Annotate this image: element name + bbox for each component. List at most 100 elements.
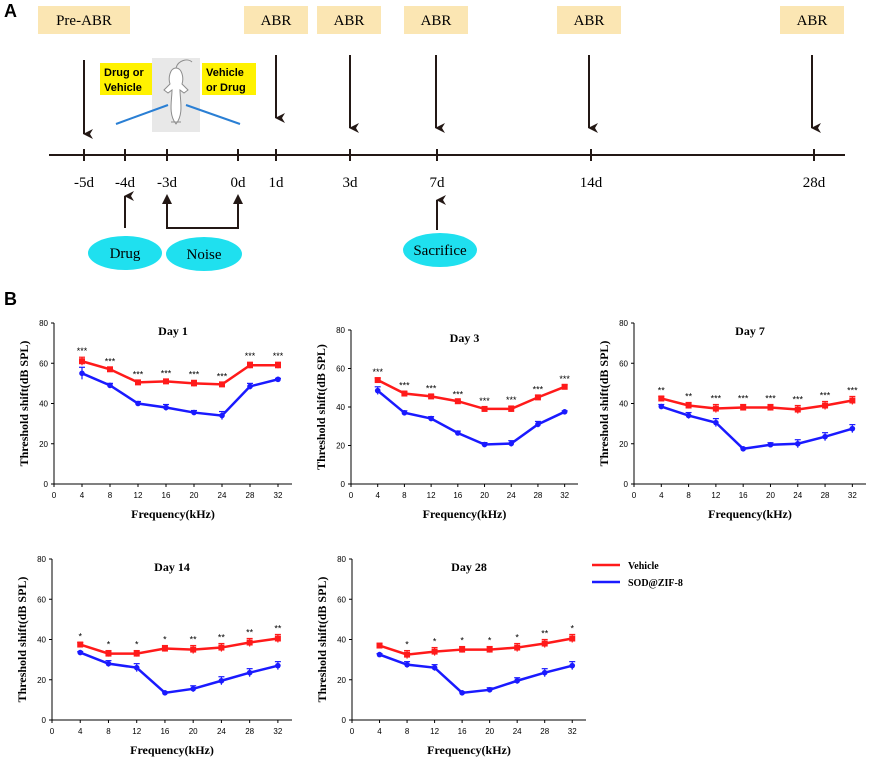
- chart-1-xtick-label: 20: [480, 491, 489, 500]
- chart-0-ylabel: Threshold shift(dB SPL): [17, 341, 31, 467]
- chart-4-ytick-label: 20: [337, 676, 346, 685]
- legend: Vehicle SOD@ZIF-8: [592, 561, 683, 589]
- chart-0-vehicle-point: [163, 378, 169, 385]
- chart-2-significance: **: [658, 385, 666, 395]
- chart-3-xtick-label: 8: [106, 727, 111, 736]
- abr-box-7d-bg: [404, 6, 468, 34]
- chart-4-vehicle-point: [404, 651, 411, 658]
- chart-4-ytick-label: 60: [337, 595, 346, 604]
- chart-0-vehicle-point: [191, 380, 197, 387]
- chart-2-ytick-label: 60: [619, 359, 628, 368]
- chart-0-significance: ***: [245, 351, 256, 361]
- mouse-body: [163, 67, 189, 125]
- timeline-label-0: -5d: [74, 175, 94, 191]
- chart-1-significance: ***: [426, 383, 437, 393]
- chart-3-significance: *: [163, 635, 167, 645]
- chart-0-significance: ***: [133, 369, 144, 379]
- abr-box-14d: ABR: [557, 6, 621, 34]
- chart-0-vehicle-point: [79, 358, 85, 365]
- chart-4-xlabel: Frequency(kHz): [427, 743, 511, 757]
- chart-4-vehicle-point: [431, 648, 438, 655]
- drug-ellipse: [88, 236, 162, 270]
- timeline-label-8: 28d: [803, 175, 826, 191]
- chart-2-xlabel: Frequency(kHz): [708, 507, 792, 521]
- panel-b-letter: B: [4, 289, 17, 309]
- chart-2-vehicle-point: [712, 405, 719, 412]
- timeline-ticks: -5d -4d -3d 0d 1d 3d 7d 14d 28d: [74, 149, 826, 191]
- chart-2-ytick-label: 0: [624, 480, 629, 489]
- chart-0-sod-point: [275, 376, 281, 383]
- chart-0-vehicle-point: [247, 362, 253, 369]
- chart-4-vehicle-point: [541, 640, 548, 647]
- chart-0: 0 20 40 60 80 0 4 8 12 16 20 24 28 32 Day 1 Frequency(k…: [17, 319, 292, 521]
- chart-4-xtick-label: 16: [458, 727, 467, 736]
- injection-label-left-line2: Vehicle: [104, 82, 142, 94]
- chart-2-sod-point: [822, 433, 828, 440]
- chart-3: 0 20 40 60 80 0 4 8 12 16 20 24 28 32 Day 14 Frequency(…: [15, 555, 292, 757]
- chart-1-significance: ***: [453, 389, 464, 399]
- chart-2-ytick-label: 20: [619, 440, 628, 449]
- chart-3-vehicle-line: [79, 637, 279, 655]
- chart-4-xtick-label: 12: [430, 727, 439, 736]
- chart-3-sod-point: [162, 690, 168, 696]
- chart-2-significance: **: [685, 391, 693, 401]
- chart-0-vehicle-point: [275, 362, 281, 369]
- chart-0-xtick-label: 0: [52, 491, 57, 500]
- injection-label-right-line1: Vehicle: [206, 67, 244, 79]
- mouse-illustration: [152, 58, 200, 132]
- chart-0-ytick-label: 80: [39, 319, 48, 328]
- chart-1-xtick-label: 28: [533, 491, 542, 500]
- chart-2-vehicle-point: [685, 402, 692, 409]
- abr-box-1d-bg: [244, 6, 308, 34]
- chart-1-xtick-label: 4: [375, 491, 380, 500]
- noise-arrow-right-head: [233, 194, 243, 204]
- chart-1-sod-point: [428, 415, 434, 422]
- chart-0-ytick-label: 0: [44, 480, 49, 489]
- chart-2-significance: ***: [765, 394, 776, 404]
- chart-3-xtick-label: 28: [245, 727, 254, 736]
- abr-box-7d: ABR: [404, 6, 468, 34]
- abr-box-pre-bg: [38, 6, 130, 34]
- sacrifice-ellipse: [403, 233, 477, 267]
- chart-4-xtick-label: 24: [513, 727, 522, 736]
- chart-2-xtick-label: 24: [793, 491, 802, 500]
- chart-2-sod-point: [685, 412, 692, 419]
- chart-1-vehicle-point: [481, 405, 488, 412]
- chart-2-sod-point: [849, 425, 856, 432]
- chart-0-significance: ***: [161, 368, 172, 378]
- abr-box-1d: ABR: [244, 6, 308, 34]
- chart-4-sod-point: [459, 690, 465, 696]
- chart-3-significance: **: [218, 633, 226, 643]
- chart-0-ytick-label: 40: [39, 400, 48, 409]
- chart-3-sod-point: [218, 677, 225, 684]
- chart-1-ylabel: Threshold shift(dB SPL): [314, 344, 328, 470]
- chart-4-vehicle-point: [486, 646, 493, 653]
- chart-4-sod-point: [404, 661, 410, 668]
- chart-1-ytick-label: 60: [336, 365, 345, 374]
- chart-3-xlabel: Frequency(kHz): [130, 743, 214, 757]
- chart-3-vehicle-point: [246, 639, 253, 646]
- chart-2-vehicle-point: [740, 404, 747, 411]
- chart-4-xtick-label: 4: [377, 727, 382, 736]
- chart-4-xtick-label: 32: [568, 727, 577, 736]
- chart-1-significance: ***: [506, 395, 517, 405]
- injection-label-right-bg: [202, 63, 256, 95]
- timeline-label-3: 0d: [231, 175, 247, 191]
- abr-box-28d: ABR: [780, 6, 844, 34]
- chart-2-xtick-label: 32: [848, 491, 857, 500]
- chart-4-sod-point: [514, 677, 520, 684]
- abr-box-pre: Pre-ABR: [38, 6, 130, 34]
- chart-3-vehicle-point: [133, 650, 140, 657]
- chart-3-sod-point: [246, 669, 253, 676]
- chart-2-xtick-label: 28: [821, 491, 830, 500]
- chart-0-xtick-label: 16: [162, 491, 171, 500]
- chart-4-significance: *: [488, 636, 492, 646]
- chart-1-significance: ***: [533, 384, 544, 394]
- chart-4-significance: *: [570, 623, 574, 633]
- chart-4-vehicle-point: [459, 646, 466, 653]
- injection-label-left-bg: [100, 63, 154, 95]
- chart-1-xtick-label: 32: [560, 491, 569, 500]
- chart-0-vehicle-line: [81, 360, 278, 386]
- chart-0-sod-point: [247, 383, 253, 390]
- chart-2-sod-point: [658, 403, 665, 410]
